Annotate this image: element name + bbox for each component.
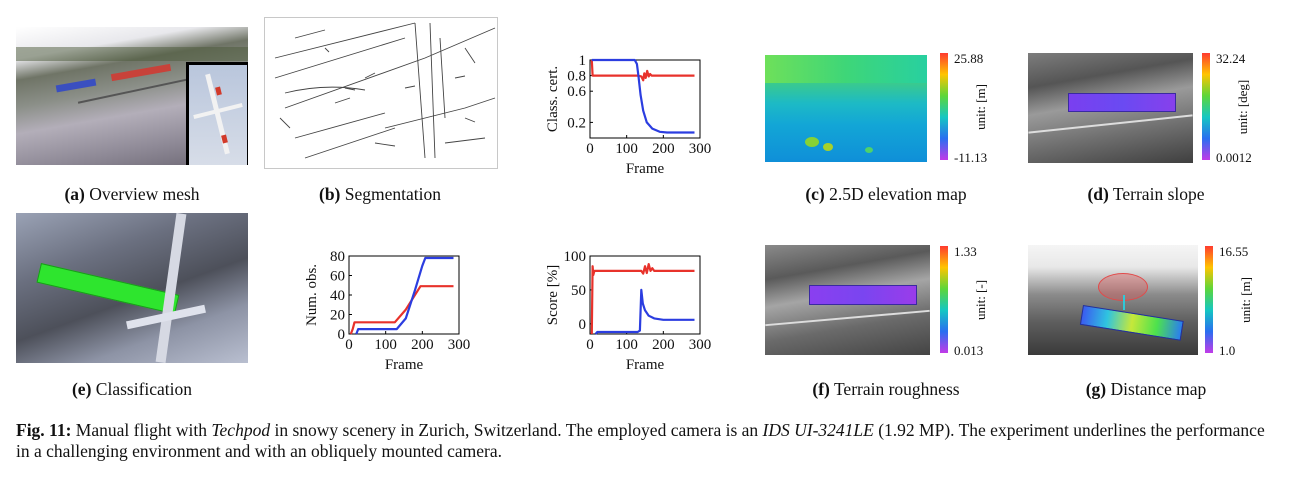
x-tick-label: 100 — [374, 337, 397, 353]
y-axis-label: Score [%] — [545, 265, 561, 325]
y-tick-label: 1 — [579, 53, 587, 69]
caption-a: (a) Overview mesh — [64, 184, 200, 204]
colorbar-unit-label: unit: [deg] — [1235, 80, 1250, 135]
series-line-red — [590, 263, 695, 335]
class-cert-chart: 0 100 200 300 0.2 0.60.81 Frame Class. cert. — [545, 53, 712, 177]
y-tick-label: 80 — [330, 249, 345, 265]
caption-d: (d) Terrain slope — [1087, 184, 1205, 204]
overview-mesh-image — [16, 27, 248, 165]
classification-image — [16, 213, 248, 363]
terrain-roughness-image — [765, 245, 930, 355]
elevation-map-image — [765, 55, 927, 162]
y-tick-label: 20 — [330, 308, 345, 324]
colorbar-unit-label: unit: [m] — [973, 84, 988, 130]
caption-c: (c) 2.5D elevation map — [805, 184, 967, 204]
terrain-slope-image — [1028, 53, 1193, 163]
y-tick-label: 60 — [330, 269, 345, 285]
x-tick-label: 300 — [689, 337, 712, 353]
y-tick-label: 50 — [571, 283, 586, 299]
distance-colorbar: 16.55 1.0 unit: [m] — [1205, 244, 1253, 358]
colorbar-max-label: 32.24 — [1216, 51, 1246, 66]
x-tick-label: 200 — [411, 337, 434, 353]
y-tick-label: 0.2 — [567, 115, 586, 131]
x-axis-label: Frame — [385, 357, 424, 373]
colorbar-max-label: 16.55 — [1219, 244, 1248, 259]
slope-overlay — [1068, 93, 1176, 112]
x-tick-label: 300 — [448, 337, 471, 353]
distance-overlay — [1079, 305, 1184, 341]
figure-caption: Fig. 11: Manual flight with Techpod in s… — [16, 420, 1265, 461]
colorbar-min-label: 0.0012 — [1216, 150, 1252, 165]
y-tick-label: 0 — [579, 317, 587, 333]
series-line-blue — [355, 256, 454, 335]
series-line-blue — [591, 58, 695, 134]
plot-frame — [589, 59, 701, 139]
y-tick-label: 40 — [330, 288, 345, 304]
x-axis-label: Frame — [626, 161, 665, 177]
distance-map-image — [1028, 245, 1198, 355]
series-line-red — [349, 285, 454, 335]
colorbar-min-label: 1.0 — [1219, 343, 1235, 358]
caption-g: (g) Distance map — [1085, 379, 1207, 399]
x-tick-label: 100 — [615, 141, 638, 157]
blue-region-marker — [55, 78, 97, 93]
elevation-colorbar: 25.88 -11.13 unit: [m] — [940, 51, 988, 165]
plot-frame — [589, 255, 701, 335]
landing-area-overlay — [36, 263, 180, 315]
colorbar-min-label: 0.013 — [954, 343, 983, 358]
series-line-red — [590, 59, 695, 82]
y-tick-label: 0.8 — [567, 69, 586, 85]
y-tick-label: 100 — [564, 249, 587, 265]
colorbar-unit-label: unit: [-] — [973, 280, 988, 320]
x-tick-label: 100 — [615, 337, 638, 353]
colorbar-max-label: 25.88 — [954, 51, 983, 66]
aircraft-inset — [186, 62, 248, 165]
y-tick-label: 0.6 — [567, 84, 586, 100]
series-line-blue — [594, 288, 695, 335]
x-tick-label: 200 — [652, 337, 675, 353]
caption-e: (e) Classification — [71, 379, 193, 399]
caption-b: (b) Segmentation — [319, 184, 441, 204]
x-tick-label: 0 — [586, 141, 594, 157]
x-axis-label: Frame — [626, 357, 665, 373]
colorbar-max-label: 1.33 — [954, 244, 977, 259]
roughness-colorbar: 1.33 0.013 unit: [-] — [940, 244, 988, 358]
score-chart: 0 100 200 300 0 50 100 Frame Score [%] — [545, 249, 712, 373]
slope-colorbar: 32.24 0.0012 unit: [deg] — [1202, 51, 1252, 165]
caption-f: (f) Terrain roughness — [812, 379, 960, 399]
y-axis-label: Class. cert. — [545, 66, 561, 132]
x-tick-label: 0 — [345, 337, 353, 353]
x-tick-label: 0 — [586, 337, 594, 353]
red-region-marker — [110, 63, 172, 82]
roughness-overlay — [809, 285, 917, 305]
x-tick-label: 300 — [689, 141, 712, 157]
colorbar-min-label: -11.13 — [954, 150, 987, 165]
colorbar-unit-label: unit: [m] — [1238, 277, 1253, 323]
segmentation-image — [264, 17, 498, 169]
y-axis-label: Num. obs. — [304, 264, 320, 326]
x-tick-label: 200 — [652, 141, 675, 157]
y-tick-label: 0 — [338, 327, 346, 343]
